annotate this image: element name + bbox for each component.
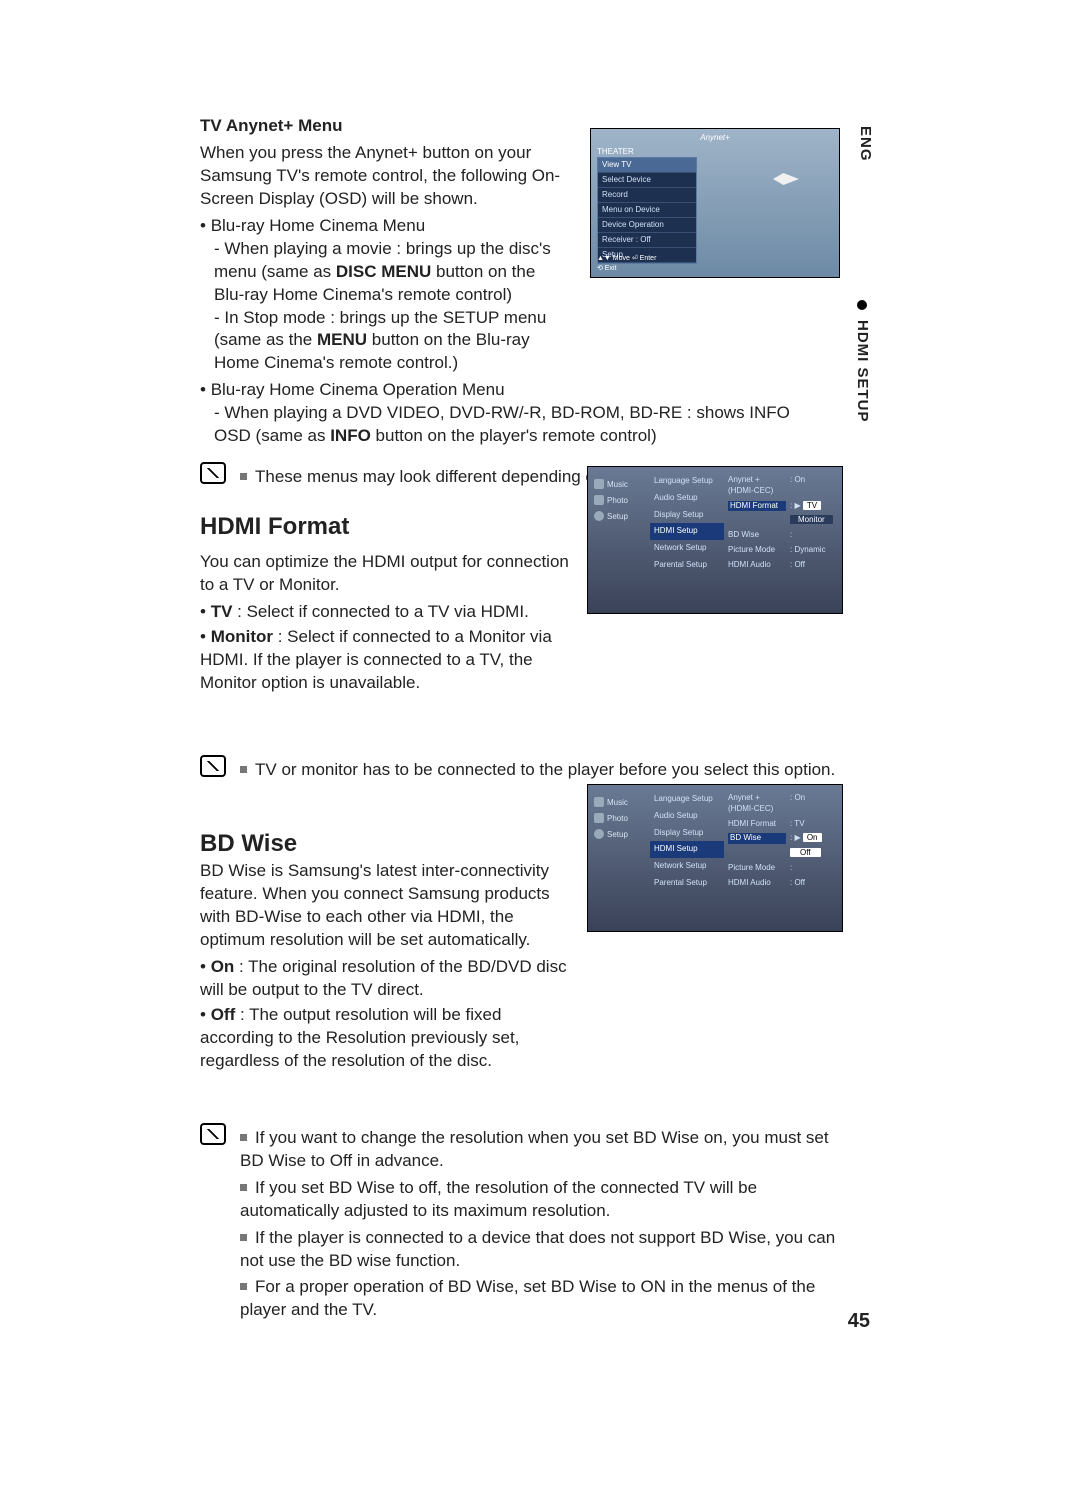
note: If you want to change the resolution whe…	[200, 1123, 840, 1327]
menu-item: HDMI Setup	[650, 523, 724, 540]
osd-right: Anynet + (HDMI-CEC): On HDMI Format: ▶ T…	[728, 473, 838, 573]
menu-item: Receiver : Off	[598, 233, 696, 248]
note-item: For a proper operation of BD Wise, set B…	[240, 1276, 840, 1322]
screenshot-anynet: Anynet+ THEATER View TV Select Device Re…	[590, 128, 840, 278]
screenshot-hdmi-format: Music Photo Setup Language Setup Audio S…	[587, 466, 843, 614]
menu-item: Parental Setup	[650, 875, 724, 892]
hdmi-intro: You can optimize the HDMI output for con…	[200, 551, 570, 597]
note-icon	[200, 462, 226, 484]
side-section: HDMI SETUP	[849, 300, 875, 423]
list-item: On : The original resolution of the BD/D…	[200, 956, 570, 1002]
note: TV or monitor has to be connected to the…	[200, 755, 840, 786]
anynet-intro: When you press the Anynet+ button on you…	[200, 142, 570, 211]
osd-left: Music Photo Setup	[594, 793, 644, 844]
menu-item: Display Setup	[650, 825, 724, 842]
osd-menu: View TV Select Device Record Menu on Dev…	[597, 157, 697, 264]
bdwise-list: On : The original resolution of the BD/D…	[200, 956, 570, 1073]
menu-item: Parental Setup	[650, 557, 724, 574]
menu-item: Select Device	[598, 173, 696, 188]
list-item: TV : Select if connected to a TV via HDM…	[200, 601, 570, 624]
note-icon	[200, 755, 226, 777]
menu-item: HDMI Setup	[650, 841, 724, 858]
osd-mid: Language Setup Audio Setup Display Setup…	[650, 791, 724, 892]
list-item: In Stop mode : brings up the SETUP menu …	[214, 307, 570, 376]
note-item: TV or monitor has to be connected to the…	[240, 759, 840, 782]
anynet-list: Blu-ray Home Cinema Menu When playing a …	[200, 215, 570, 376]
osd-right: Anynet + (HDMI-CEC): On HDMI Format: TV …	[728, 791, 838, 891]
menu-item: Audio Setup	[650, 808, 724, 825]
bird-graphic	[773, 169, 799, 189]
list-item: Blu-ray Home Cinema Menu When playing a …	[200, 215, 570, 376]
menu-item: Menu on Device	[598, 203, 696, 218]
hdmi-list: TV : Select if connected to a TV via HDM…	[200, 601, 570, 695]
note-item: If you want to change the resolution whe…	[240, 1127, 840, 1173]
menu-item: Record	[598, 188, 696, 203]
list-item: When playing a movie : brings up the dis…	[214, 238, 570, 307]
bdwise-intro: BD Wise is Samsung's latest inter-connec…	[200, 860, 570, 952]
side-lang: ENG	[855, 126, 875, 162]
osd-footer: ▲▼ Move ⏎ Enter ⟲ Exit	[597, 254, 656, 273]
list-item: Blu-ray Home Cinema Operation Menu When …	[200, 379, 820, 448]
menu-item: Device Operation	[598, 218, 696, 233]
anynet-list2: Blu-ray Home Cinema Operation Menu When …	[200, 379, 820, 448]
menu-item: Network Setup	[650, 858, 724, 875]
list-item: Off : The output resolution will be fixe…	[200, 1004, 570, 1073]
list-item: When playing a DVD VIDEO, DVD-RW/-R, BD-…	[214, 402, 820, 448]
menu-item: Language Setup	[650, 791, 724, 808]
bullet-icon	[857, 300, 867, 310]
page-content: TV Anynet+ Menu When you press the Anyne…	[200, 115, 840, 1326]
page-number: 45	[848, 1308, 870, 1335]
note-icon	[200, 1123, 226, 1145]
note-item: If the player is connected to a device t…	[240, 1227, 840, 1273]
osd-left: Music Photo Setup	[594, 475, 644, 526]
osd-mid: Language Setup Audio Setup Display Setup…	[650, 473, 724, 574]
side-section-label: HDMI SETUP	[852, 320, 872, 423]
menu-item: Audio Setup	[650, 490, 724, 507]
screenshot-bdwise: Music Photo Setup Language Setup Audio S…	[587, 784, 843, 932]
menu-item: View TV	[598, 158, 696, 173]
menu-item: Display Setup	[650, 507, 724, 524]
brand: Anynet+	[700, 133, 730, 144]
note-item: If you set BD Wise to off, the resolutio…	[240, 1177, 840, 1223]
bdwise-heading: BD Wise	[200, 828, 297, 860]
list-item: Monitor : Select if connected to a Monit…	[200, 626, 570, 695]
menu-item: Language Setup	[650, 473, 724, 490]
menu-item: Network Setup	[650, 540, 724, 557]
